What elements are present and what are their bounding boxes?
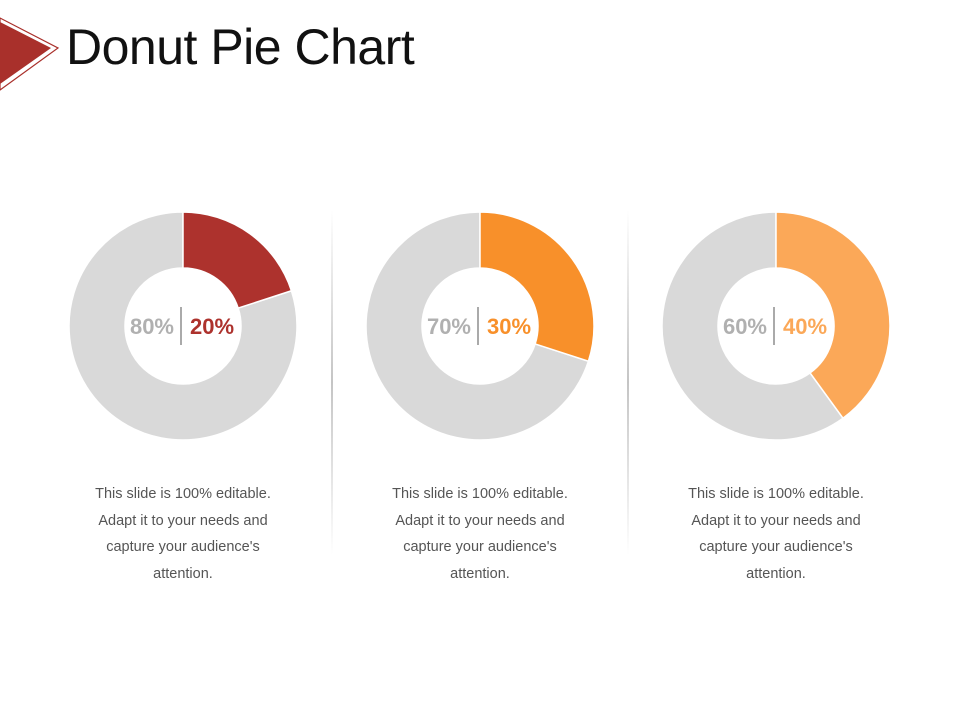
description-line: Adapt it to your needs and <box>98 512 268 529</box>
description-text: This slide is 100% editable. Adapt it to… <box>350 481 610 587</box>
donut-panel-1: 80% 20% This slide is 100% editable. Adap… <box>35 205 331 595</box>
donut-slice-highlight <box>479 211 595 363</box>
highlight-percent-label: 30% <box>487 314 531 339</box>
donut-chart-2: 70% 30% <box>365 211 595 441</box>
description-line: This slide is 100% editable. <box>688 486 864 502</box>
page-title: Donut Pie Chart <box>66 19 415 75</box>
donut-panel-3: 60% 40% This slide is 100% editable. Adap… <box>628 205 924 595</box>
description-line: This slide is 100% editable. <box>95 486 271 502</box>
description-text: This slide is 100% editable. Adapt it to… <box>646 481 906 587</box>
remainder-percent-label: 70% <box>427 314 471 339</box>
description-line: attention. <box>450 565 510 582</box>
donut-panel-2: 70% 30% This slide is 100% editable. Adap… <box>332 205 628 595</box>
description-text: This slide is 100% editable. Adapt it to… <box>53 481 313 587</box>
donut-slice-remainder <box>365 211 590 441</box>
description-line: Adapt it to your needs and <box>691 512 861 529</box>
description-line: attention. <box>153 565 213 582</box>
donut-slice-highlight <box>182 211 293 310</box>
donut-slice-highlight <box>775 211 891 420</box>
description-line: attention. <box>746 565 806 582</box>
remainder-percent-label: 60% <box>723 314 767 339</box>
description-line: capture your audience's <box>106 539 260 555</box>
description-line: This slide is 100% editable. <box>392 486 568 502</box>
title-arrow-icon <box>0 17 60 91</box>
donut-chart-1: 80% 20% <box>68 211 298 441</box>
description-line: capture your audience's <box>699 539 853 555</box>
remainder-percent-label: 80% <box>130 314 174 339</box>
donut-chart-3: 60% 40% <box>661 211 891 441</box>
description-line: Adapt it to your needs and <box>395 512 565 529</box>
highlight-percent-label: 40% <box>783 314 827 339</box>
highlight-percent-label: 20% <box>190 314 234 339</box>
panel-divider <box>331 210 333 555</box>
donut-slice-remainder <box>661 211 845 441</box>
donut-slice-remainder <box>68 211 298 441</box>
description-line: capture your audience's <box>403 539 557 555</box>
panel-divider <box>627 210 629 555</box>
